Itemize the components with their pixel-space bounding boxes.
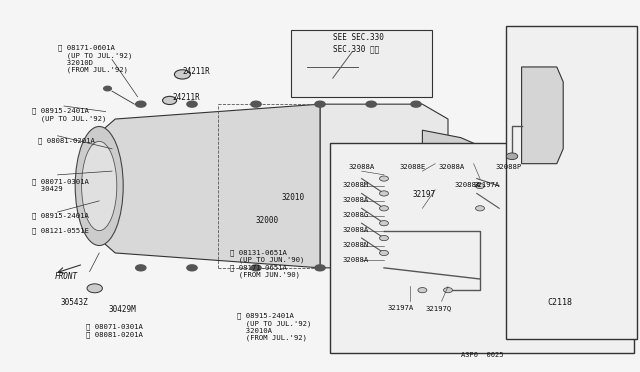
Circle shape: [411, 101, 421, 107]
Circle shape: [506, 153, 518, 160]
Circle shape: [380, 191, 388, 196]
Text: ⓥ 08915-2401A: ⓥ 08915-2401A: [32, 212, 89, 219]
Text: 32088N: 32088N: [342, 242, 369, 248]
Circle shape: [380, 206, 388, 211]
Ellipse shape: [163, 96, 177, 105]
Circle shape: [476, 206, 484, 211]
Text: 32088G: 32088G: [342, 212, 369, 218]
Circle shape: [476, 183, 484, 189]
Text: ⓦ 08915-2401A
  (UP TO JUL.'92)
  32010A
  (FROM JUL.'92): ⓦ 08915-2401A (UP TO JUL.'92) 32010A (FR…: [237, 312, 311, 341]
Text: 30429M: 30429M: [109, 305, 136, 314]
Text: Ⓑ 08071-0301A
  30429: Ⓑ 08071-0301A 30429: [32, 179, 89, 192]
Text: 32010: 32010: [282, 193, 305, 202]
Text: 32197: 32197: [413, 190, 436, 199]
PathPatch shape: [522, 67, 563, 164]
Circle shape: [315, 101, 325, 107]
Circle shape: [366, 101, 376, 107]
Circle shape: [87, 284, 102, 293]
PathPatch shape: [422, 130, 499, 242]
Text: FRONT: FRONT: [54, 272, 77, 280]
Circle shape: [187, 101, 197, 107]
Circle shape: [380, 176, 388, 181]
Text: ⓦ 08915-2401A
  (UP TO JUL.'92): ⓦ 08915-2401A (UP TO JUL.'92): [32, 108, 106, 122]
Circle shape: [411, 265, 421, 271]
Ellipse shape: [174, 70, 191, 79]
Circle shape: [187, 265, 197, 271]
Circle shape: [418, 288, 427, 293]
Text: Ⓑ 08121-0551E: Ⓑ 08121-0551E: [32, 227, 89, 234]
Text: 32088A: 32088A: [349, 164, 375, 170]
Text: 32000: 32000: [256, 216, 279, 225]
Text: SEE SEC.330
SEC.330 参照: SEE SEC.330 SEC.330 参照: [333, 33, 383, 53]
Text: Ⓑ 08081-0201A: Ⓑ 08081-0201A: [38, 138, 95, 144]
Circle shape: [104, 86, 111, 91]
Circle shape: [315, 265, 325, 271]
Circle shape: [380, 235, 388, 241]
Text: C2118: C2118: [547, 298, 572, 307]
Text: 32197A: 32197A: [387, 305, 413, 311]
Text: 32088A: 32088A: [454, 182, 481, 188]
Text: Ⓑ 08131-0651A
  (UP TO JUN.'90)
ⓓ 08171-0651A
  (FROM JUN.'90): Ⓑ 08131-0651A (UP TO JUN.'90) ⓓ 08171-06…: [230, 249, 305, 279]
Circle shape: [380, 221, 388, 226]
Text: 32197A: 32197A: [474, 182, 500, 188]
Text: 32088P: 32088P: [496, 164, 522, 170]
PathPatch shape: [320, 104, 448, 268]
Text: 24211R: 24211R: [182, 67, 210, 76]
Text: A3P0  0025: A3P0 0025: [461, 352, 503, 357]
Text: 32088E: 32088E: [400, 164, 426, 170]
Circle shape: [380, 250, 388, 256]
FancyBboxPatch shape: [506, 26, 637, 339]
Text: 32088A: 32088A: [342, 197, 369, 203]
FancyBboxPatch shape: [330, 143, 634, 353]
Circle shape: [366, 265, 376, 271]
Text: 32088A: 32088A: [438, 164, 465, 170]
Text: Ⓑ 08171-0601A
  (UP TO JUL.'92)
  32010D
  (FROM JUL.'92): Ⓑ 08171-0601A (UP TO JUL.'92) 32010D (FR…: [58, 45, 132, 73]
Circle shape: [444, 288, 452, 293]
Bar: [486, 177, 509, 195]
Circle shape: [136, 265, 146, 271]
Text: 30543Z: 30543Z: [61, 298, 88, 307]
Circle shape: [136, 101, 146, 107]
Text: 32197Q: 32197Q: [426, 305, 452, 311]
FancyBboxPatch shape: [291, 30, 432, 97]
Circle shape: [251, 265, 261, 271]
Text: Ⓑ 08071-0301A
Ⓑ 08081-0201A: Ⓑ 08071-0301A Ⓑ 08081-0201A: [86, 324, 143, 338]
Text: 32088A: 32088A: [342, 227, 369, 233]
Circle shape: [251, 101, 261, 107]
Text: 32088M: 32088M: [342, 182, 369, 188]
Text: 24211R: 24211R: [173, 93, 200, 102]
Ellipse shape: [82, 141, 117, 231]
Ellipse shape: [76, 126, 123, 246]
Text: 32088A: 32088A: [342, 257, 369, 263]
PathPatch shape: [83, 104, 320, 268]
